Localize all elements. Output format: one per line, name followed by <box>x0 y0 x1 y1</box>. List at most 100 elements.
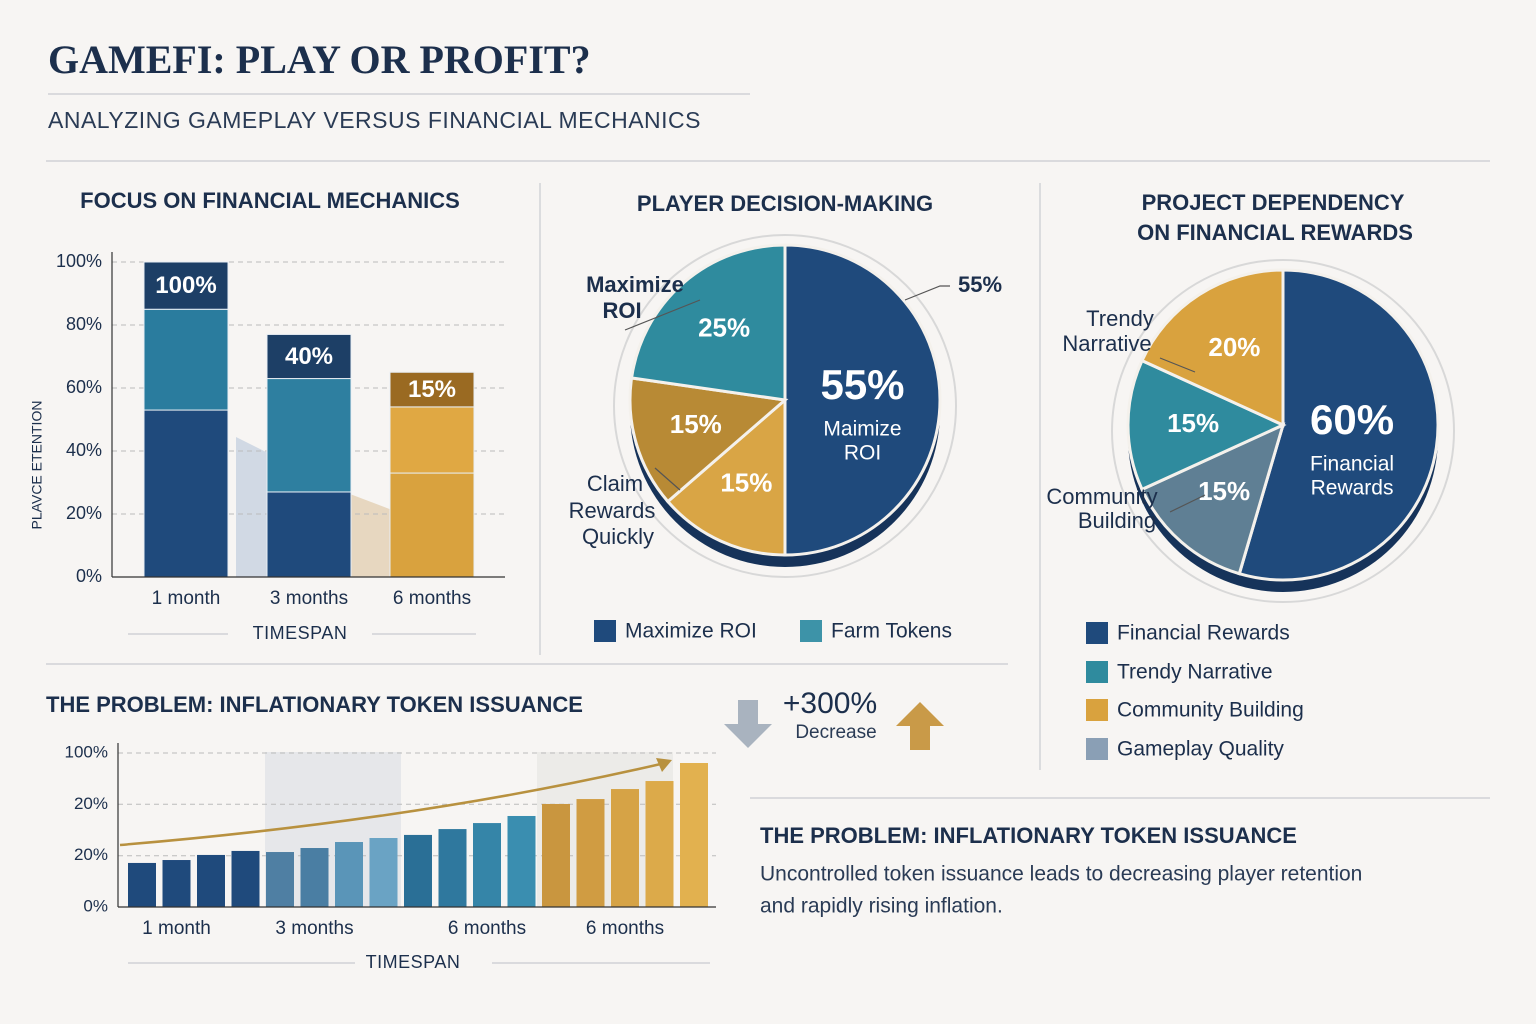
slice-label: 55% <box>820 361 904 408</box>
callout-label: Rewards <box>569 498 656 523</box>
chart-title: THE PROBLEM: INFLATIONARY TOKEN ISSUANCE <box>46 692 583 717</box>
bar <box>404 834 432 907</box>
bar <box>197 854 225 907</box>
legend-swatch <box>594 620 616 642</box>
legend-swatch <box>1086 699 1108 721</box>
legend-label: Community Building <box>1117 699 1304 722</box>
leader-line <box>624 299 701 331</box>
bar <box>645 781 674 907</box>
bar <box>473 823 501 907</box>
callout-label: Narrative <box>1062 331 1151 356</box>
y-tick-label: 20% <box>66 503 102 523</box>
x-tick-label: 1 month <box>142 918 211 939</box>
bar <box>576 799 605 907</box>
bar-segment <box>389 406 475 474</box>
pie-ring <box>613 234 957 578</box>
chart-title: PLAYER DECISION-MAKING <box>637 191 933 216</box>
bar <box>507 815 536 907</box>
callout-label: ROI <box>602 298 641 323</box>
legend-label: Financial Rewards <box>1117 622 1290 645</box>
chart-title: ON FINANCIAL REWARDS <box>1137 220 1413 245</box>
summary-heading: THE PROBLEM: INFLATIONARY TOKEN ISSUANCE <box>760 823 1297 848</box>
legend-label: Trendy Narrative <box>1117 661 1273 684</box>
x-tick-label: 3 months <box>270 588 348 609</box>
bar <box>231 850 260 907</box>
callout-label: 55% <box>958 272 1002 297</box>
leader-line <box>1159 357 1196 373</box>
bar-label: 100% <box>155 272 216 299</box>
slice-label: 25% <box>698 313 750 343</box>
page-title: GAMEFI: PLAY OR PROFIT? <box>48 37 591 82</box>
x-tick-label: 6 months <box>586 918 664 939</box>
leader-line <box>904 285 950 301</box>
legend-label: Gameplay Quality <box>1117 738 1284 761</box>
slice-description: Rewards <box>1311 476 1394 499</box>
y-axis-title: PLAVCE ETENTION <box>29 401 45 530</box>
pie-slice <box>665 396 787 557</box>
slice-label: 20% <box>1208 332 1260 362</box>
bar <box>128 862 156 907</box>
bar-segment <box>143 261 229 310</box>
callout-label: Quickly <box>582 524 654 549</box>
summary-text: Uncontrolled token issuance leads to dec… <box>760 863 1362 886</box>
x-tick-label: 6 months <box>448 918 526 939</box>
bar <box>335 842 363 907</box>
legend-swatch <box>800 620 822 642</box>
legend-swatch <box>1086 738 1108 760</box>
slice-label: 15% <box>1198 476 1250 506</box>
pie-ring <box>1111 259 1455 603</box>
legend-label: Farm Tokens <box>831 620 952 643</box>
bar-label: 40% <box>285 343 333 370</box>
y-tick-label: 80% <box>66 314 102 334</box>
legend-label: Maximize ROI <box>625 620 757 643</box>
bar-segment <box>266 491 352 578</box>
bar-segment <box>143 409 229 578</box>
pie-slice <box>629 243 787 402</box>
down-arrow-icon <box>724 700 772 748</box>
chart-title: PROJECT DEPENDENCY <box>1142 190 1405 215</box>
callout-label: Maximize <box>586 272 684 297</box>
slice-label: 15% <box>670 409 722 439</box>
pie-slice <box>1140 422 1286 576</box>
bar <box>266 852 294 907</box>
bar <box>542 803 570 907</box>
legend-swatch <box>1086 622 1108 644</box>
bar <box>680 763 708 907</box>
slice-label: 15% <box>1167 408 1219 438</box>
callout-label: Trendy <box>1086 306 1154 331</box>
slice-label: 15% <box>720 467 772 497</box>
callout-label: Decrease <box>795 722 876 743</box>
legend-swatch <box>1086 661 1108 683</box>
leader-line <box>1169 494 1206 513</box>
chart-title: FOCUS ON FINANCIAL MECHANICS <box>80 188 460 213</box>
callout-label: Community <box>1046 484 1157 509</box>
pie-slice <box>1140 268 1285 428</box>
pie-slice <box>783 243 942 557</box>
y-tick-label: 20% <box>74 845 108 864</box>
slice-description: Maimize <box>823 418 901 441</box>
y-tick-label: 0% <box>83 896 108 915</box>
bar <box>611 789 639 907</box>
callout-label: Claim <box>587 471 643 496</box>
up-arrow-icon <box>896 702 944 750</box>
bar-segment <box>143 308 229 411</box>
bar <box>300 848 329 907</box>
x-axis-title: TIMESPAN <box>253 623 348 643</box>
y-tick-label: 100% <box>65 742 108 761</box>
bar <box>162 860 191 907</box>
page-subtitle: ANALYZING GAMEPLAY VERSUS FINANCIAL MECH… <box>48 107 701 133</box>
pie-slice <box>1237 268 1440 582</box>
bar-segment <box>266 333 352 380</box>
trend-arrow-head <box>656 758 672 772</box>
bar-segment <box>389 371 475 408</box>
y-tick-label: 0% <box>76 566 102 586</box>
leader-line <box>654 467 681 491</box>
bar-label: 15% <box>408 376 456 403</box>
callout-label: Building <box>1078 508 1156 533</box>
y-tick-label: 20% <box>74 794 108 813</box>
trend-arrow <box>119 761 666 847</box>
pie-slice <box>628 376 789 504</box>
bar <box>369 838 398 907</box>
